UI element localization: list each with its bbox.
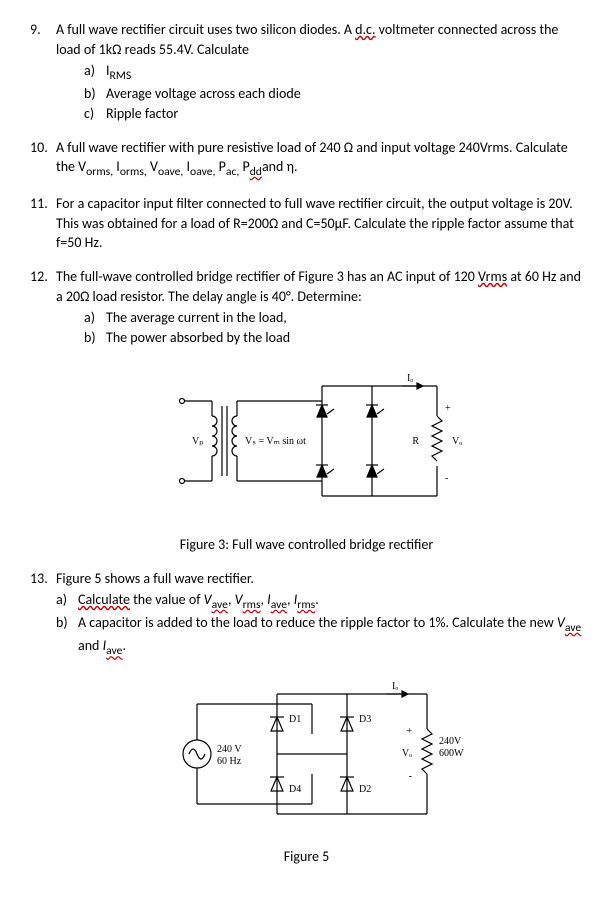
sub-text: The average current in the load, [106, 308, 583, 328]
sub-item: c) Ripple factor [84, 104, 583, 124]
text: A full wave rectifier circuit uses two s… [56, 21, 355, 38]
sub-item: b) Average voltage across each diode [84, 84, 583, 104]
question-number: 11. [30, 194, 56, 253]
question-number: 9. [30, 20, 56, 124]
figure-5-caption: Figure 5 [30, 847, 583, 867]
label-plus: + [406, 726, 412, 737]
label-plus: + [445, 403, 451, 414]
circuit-diagram-svg: Vₚ Vₛ = Vₘ sin ωt Iₒ R Vₒ + - [127, 361, 487, 521]
question-10: 10. A full wave rectifier with pure resi… [30, 138, 583, 181]
label-d3: D3 [359, 714, 371, 725]
label-vo: Vₒ [401, 748, 411, 759]
figure-5: 240 V 60 Hz D1 D3 D4 D2 Iₒ Vₒ + - 240V 6… [30, 674, 583, 840]
sub-label: a) [56, 590, 78, 613]
sub-text: IRMS [106, 61, 583, 84]
question-body: A full wave rectifier circuit uses two s… [56, 20, 583, 124]
question-number: 10. [30, 138, 56, 181]
sub-label: b) [84, 328, 106, 348]
sub-item: a) Calculate the value of Vave, Vrms, Ia… [56, 590, 583, 613]
question-body: For a capacitor input filter connected t… [56, 194, 583, 253]
label-vp: Vₚ [192, 436, 204, 447]
sub-text: Ripple factor [106, 104, 583, 124]
figure-3: Vₚ Vₛ = Vₘ sin ωt Iₒ R Vₒ + - [30, 361, 583, 527]
label-io: Iₒ [407, 373, 413, 384]
label-vs: Vₛ = Vₘ sin ωt [245, 436, 306, 447]
label-minus: - [445, 473, 448, 484]
label-src2: 60 Hz [217, 756, 242, 767]
sub-item: b) The power absorbed by the load [84, 328, 583, 348]
sub-item: a) IRMS [84, 61, 583, 84]
sub-text: A capacitor is added to the load to redu… [78, 613, 583, 659]
question-number: 13. [30, 569, 56, 660]
sub-label: c) [84, 104, 106, 124]
sub-items: a) IRMS b) Average voltage across each d… [56, 61, 583, 123]
question-13: 13. Figure 5 shows a full wave rectifier… [30, 569, 583, 660]
text: Figure 5 shows a full wave rectifier. [56, 570, 254, 587]
question-9: 9. A full wave rectifier circuit uses tw… [30, 20, 583, 124]
sub-label: a) [84, 308, 106, 328]
label-d4: D4 [289, 784, 301, 795]
sub-label: a) [84, 61, 106, 84]
sub-items: a) Calculate the value of Vave, Vrms, Ia… [56, 590, 583, 659]
sub-label: b) [84, 84, 106, 104]
sub-text: Calculate the value of Vave, Vrms, Iave,… [78, 590, 583, 613]
sub-item: b) A capacitor is added to the load to r… [56, 613, 583, 659]
label-load1: 240V [439, 736, 462, 747]
sub-item: a) The average current in the load, [84, 308, 583, 328]
sub-text: Average voltage across each diode [106, 84, 583, 104]
label-load2: 600W [439, 748, 464, 759]
label-d1: D1 [289, 714, 301, 725]
question-body: The full-wave controlled bridge rectifie… [56, 267, 583, 347]
wavy-text: d.c. [355, 21, 375, 38]
question-11: 11. For a capacitor input filter connect… [30, 194, 583, 253]
sub-text: The power absorbed by the load [106, 328, 583, 348]
label-r: R [412, 436, 419, 447]
label-src1: 240 V [217, 744, 242, 755]
sub-items: a) The average current in the load, b) T… [56, 308, 583, 347]
sub-label: b) [56, 613, 78, 659]
question-number: 12. [30, 267, 56, 347]
question-body: Figure 5 shows a full wave rectifier. a)… [56, 569, 583, 660]
label-vo: Vₒ [452, 436, 462, 447]
figure-3-caption: Figure 3: Full wave controlled bridge re… [30, 535, 583, 555]
label-d2: D2 [359, 784, 371, 795]
question-12: 12. The full-wave controlled bridge rect… [30, 267, 583, 347]
question-body: A full wave rectifier with pure resistiv… [56, 138, 583, 181]
label-io: Iₒ [392, 681, 398, 692]
circuit-diagram-svg: 240 V 60 Hz D1 D3 D4 D2 Iₒ Vₒ + - 240V 6… [127, 674, 487, 834]
